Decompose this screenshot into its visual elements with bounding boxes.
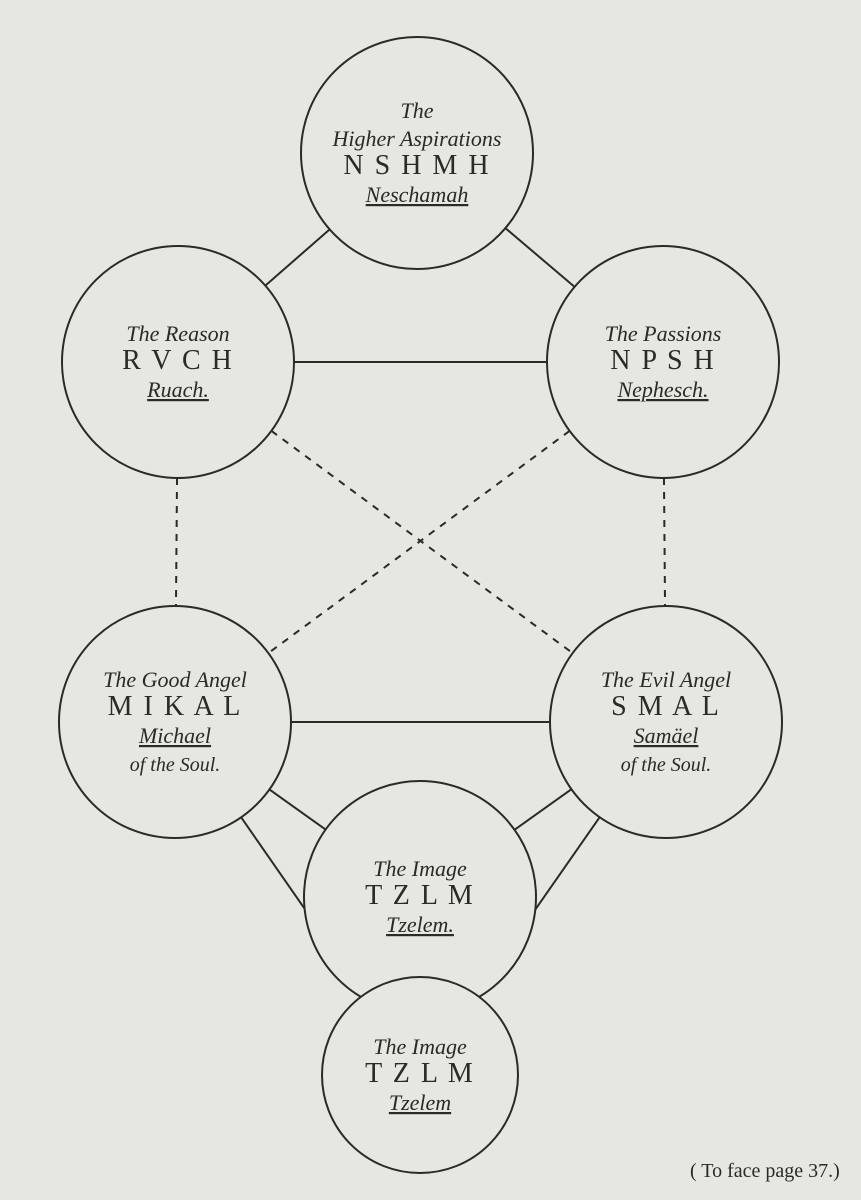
node-left2-line-3: of the Soul. [130,754,221,776]
node-left2-line-0: The Good Angel [103,667,247,692]
node-left2-line-2: Michael [138,723,211,748]
node-left1: The ReasonR V C HRuach. [62,246,294,478]
node-right1-line-1: N P S H [610,345,716,376]
node-right2-line-2: Samäel [634,723,699,748]
node-mid-line-0: The Image [373,856,467,881]
node-top: The Higher AspirationsN S H M HNeschamah [301,37,533,269]
node-circle-right2 [550,606,782,838]
node-top-line-2: N S H M H [343,150,490,181]
node-right2-line-1: S M A L [611,691,721,722]
node-right1-line-2: Nephesch. [616,377,708,402]
diagram-canvas: TheHigher AspirationsN S H M HNeschamahT… [0,0,861,1200]
page-caption: ( To face page 37.) [690,1160,840,1183]
node-right1-line-0: The Passions [605,321,722,346]
node-right2: The Evil AngelS M A LSamäel of the Soul. [550,606,782,838]
node-top-line-0: The [401,98,434,123]
node-right1: The PassionsN P S HNephesch. [547,246,779,478]
node-left2: The Good AngelM I K A LMichael of the Sou… [59,606,291,838]
node-bottom-line-0: The Image [373,1034,467,1059]
node-left2-line-1: M I K A L [108,691,243,722]
node-right2-line-3: of the Soul. [621,754,712,776]
node-left1-line-2: Ruach. [146,377,209,402]
node-mid-line-1: T Z L M [365,880,475,911]
node-top-line-1: Higher Aspirations [332,126,502,151]
node-bottom-line-2: Tzelem [389,1090,451,1115]
node-bottom-line-1: T Z L M [365,1058,475,1089]
node-mid-line-2: Tzelem. [386,912,454,937]
node-top-line-3: Neschamah [365,182,469,207]
node-bottom: The ImageT Z L MTzelem [322,977,518,1173]
node-circle-left2 [59,606,291,838]
node-left1-line-1: R V C H [122,345,234,376]
node-right2-line-0: The Evil Angel [601,667,731,692]
node-left1-line-0: The Reason [126,321,229,346]
